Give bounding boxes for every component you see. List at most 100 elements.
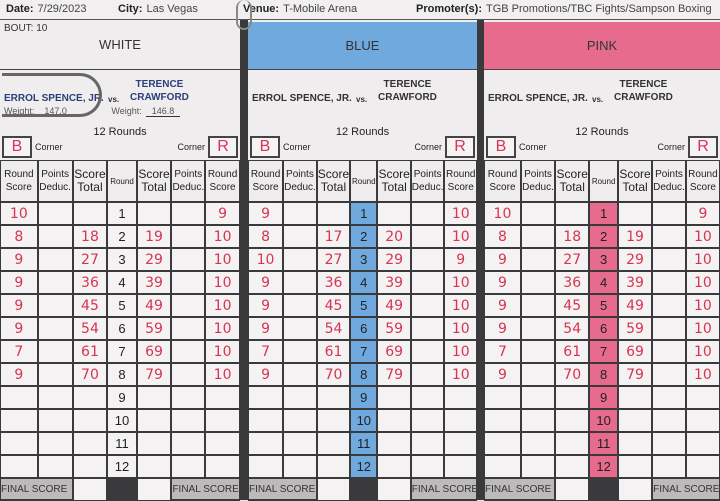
score-cell: 9 xyxy=(485,295,520,316)
round-number: 12 xyxy=(590,456,617,477)
score-cell: 10 xyxy=(206,341,239,362)
final-score-red xyxy=(378,479,410,500)
score-cell: 59 xyxy=(378,318,410,339)
final-score-blue xyxy=(317,479,350,500)
score-cell: 19 xyxy=(137,226,171,247)
score-cell xyxy=(521,295,555,316)
round-number: 1 xyxy=(108,203,136,224)
score-cell: 9 xyxy=(249,203,283,224)
blue-corner-fighter: ERROL SPENCE, JR. xyxy=(488,93,588,104)
score-cell: 54 xyxy=(556,318,589,339)
round-number: 8 xyxy=(590,364,617,385)
score-cell: 10 xyxy=(445,364,476,385)
score-cell: 10 xyxy=(445,318,476,339)
score-cell: 9 xyxy=(485,318,520,339)
score-cell xyxy=(284,387,316,408)
scorecard-white: BOUT: 10 WHITE ERROL SPENCE, JR. vs. TERE… xyxy=(0,20,240,501)
score-cell: 29 xyxy=(618,249,652,270)
column-header-round-score: Round Score xyxy=(1,161,37,201)
score-cell xyxy=(172,433,205,454)
score-cell: 8 xyxy=(485,226,520,247)
score-cell xyxy=(172,318,205,339)
score-cell xyxy=(284,318,316,339)
round-number: 10 xyxy=(590,410,617,431)
round-number: 6 xyxy=(590,318,617,339)
corner-b-box: B xyxy=(250,136,280,158)
score-cell xyxy=(137,203,171,224)
score-cell xyxy=(38,249,72,270)
score-cell xyxy=(249,387,283,408)
score-cell: 10 xyxy=(206,318,239,339)
score-cell xyxy=(1,387,37,408)
score-cell: 45 xyxy=(317,295,350,316)
score-cell: 10 xyxy=(249,249,283,270)
round-number: 9 xyxy=(590,387,617,408)
score-cell xyxy=(137,456,171,477)
blue-corner: B Corner xyxy=(250,136,311,158)
score-cell xyxy=(38,410,72,431)
score-cell: 27 xyxy=(317,249,350,270)
round-number: 2 xyxy=(351,226,377,247)
round-number: 1 xyxy=(351,203,377,224)
score-cell: 9 xyxy=(1,249,37,270)
column-header-round-score: Round Score xyxy=(445,161,476,201)
score-cell xyxy=(1,456,37,477)
column-header-score-total: Score Total xyxy=(618,161,652,201)
score-cell xyxy=(172,226,205,247)
score-cell: 39 xyxy=(378,272,410,293)
score-cell xyxy=(618,410,652,431)
score-cell: 18 xyxy=(73,226,107,247)
round-number: 2 xyxy=(108,226,136,247)
column-header-points-deduc: Points Deduc. xyxy=(38,161,72,201)
final-score-red xyxy=(618,479,652,500)
score-cell xyxy=(411,341,444,362)
score-cell xyxy=(521,226,555,247)
final-score-label-blue: FINAL SCORE xyxy=(485,479,555,499)
score-cell xyxy=(284,226,316,247)
round-number: 4 xyxy=(108,272,136,293)
round-number: 10 xyxy=(351,410,377,431)
final-score-label-red: FINAL SCORE xyxy=(411,479,476,499)
score-cell xyxy=(653,456,685,477)
round-number: 6 xyxy=(108,318,136,339)
score-cell xyxy=(686,456,719,477)
score-cell: 54 xyxy=(73,318,107,339)
score-cell xyxy=(653,387,685,408)
score-cell xyxy=(172,249,205,270)
score-cell: 9 xyxy=(485,272,520,293)
score-cell: 10 xyxy=(206,272,239,293)
score-cell: 36 xyxy=(556,272,589,293)
score-cell xyxy=(378,433,410,454)
score-cell: 39 xyxy=(618,272,652,293)
score-cell xyxy=(206,410,239,431)
score-cell xyxy=(556,410,589,431)
red-weight: 146.8 xyxy=(145,106,181,117)
score-cell xyxy=(172,203,205,224)
column-header-points-deduc: Points Deduc. xyxy=(172,161,205,201)
score-cell: 69 xyxy=(618,341,652,362)
column-header-round-score: Round Score xyxy=(686,161,719,201)
red-corner-fighter: TERENCE CRAWFORD xyxy=(130,79,189,103)
score-cell: 9 xyxy=(1,272,37,293)
final-score-blue xyxy=(73,479,107,500)
score-cell xyxy=(411,410,444,431)
score-cell xyxy=(38,341,72,362)
column-header-score-total: Score Total xyxy=(73,161,107,201)
score-cell: 10 xyxy=(445,272,476,293)
column-header-score-total: Score Total xyxy=(378,161,410,201)
score-cell xyxy=(556,456,589,477)
score-cell xyxy=(284,203,316,224)
score-cell xyxy=(38,318,72,339)
score-cell xyxy=(653,226,685,247)
score-cell xyxy=(686,410,719,431)
score-cell xyxy=(317,203,350,224)
paper-clip-icon xyxy=(236,0,252,30)
score-cell xyxy=(73,410,107,431)
corner-b-box: B xyxy=(2,136,32,158)
score-cell xyxy=(653,203,685,224)
score-cell: 79 xyxy=(378,364,410,385)
round-number: 3 xyxy=(351,249,377,270)
score-cell: 7 xyxy=(249,341,283,362)
column-header-round: Round xyxy=(108,161,136,201)
score-cell xyxy=(206,387,239,408)
